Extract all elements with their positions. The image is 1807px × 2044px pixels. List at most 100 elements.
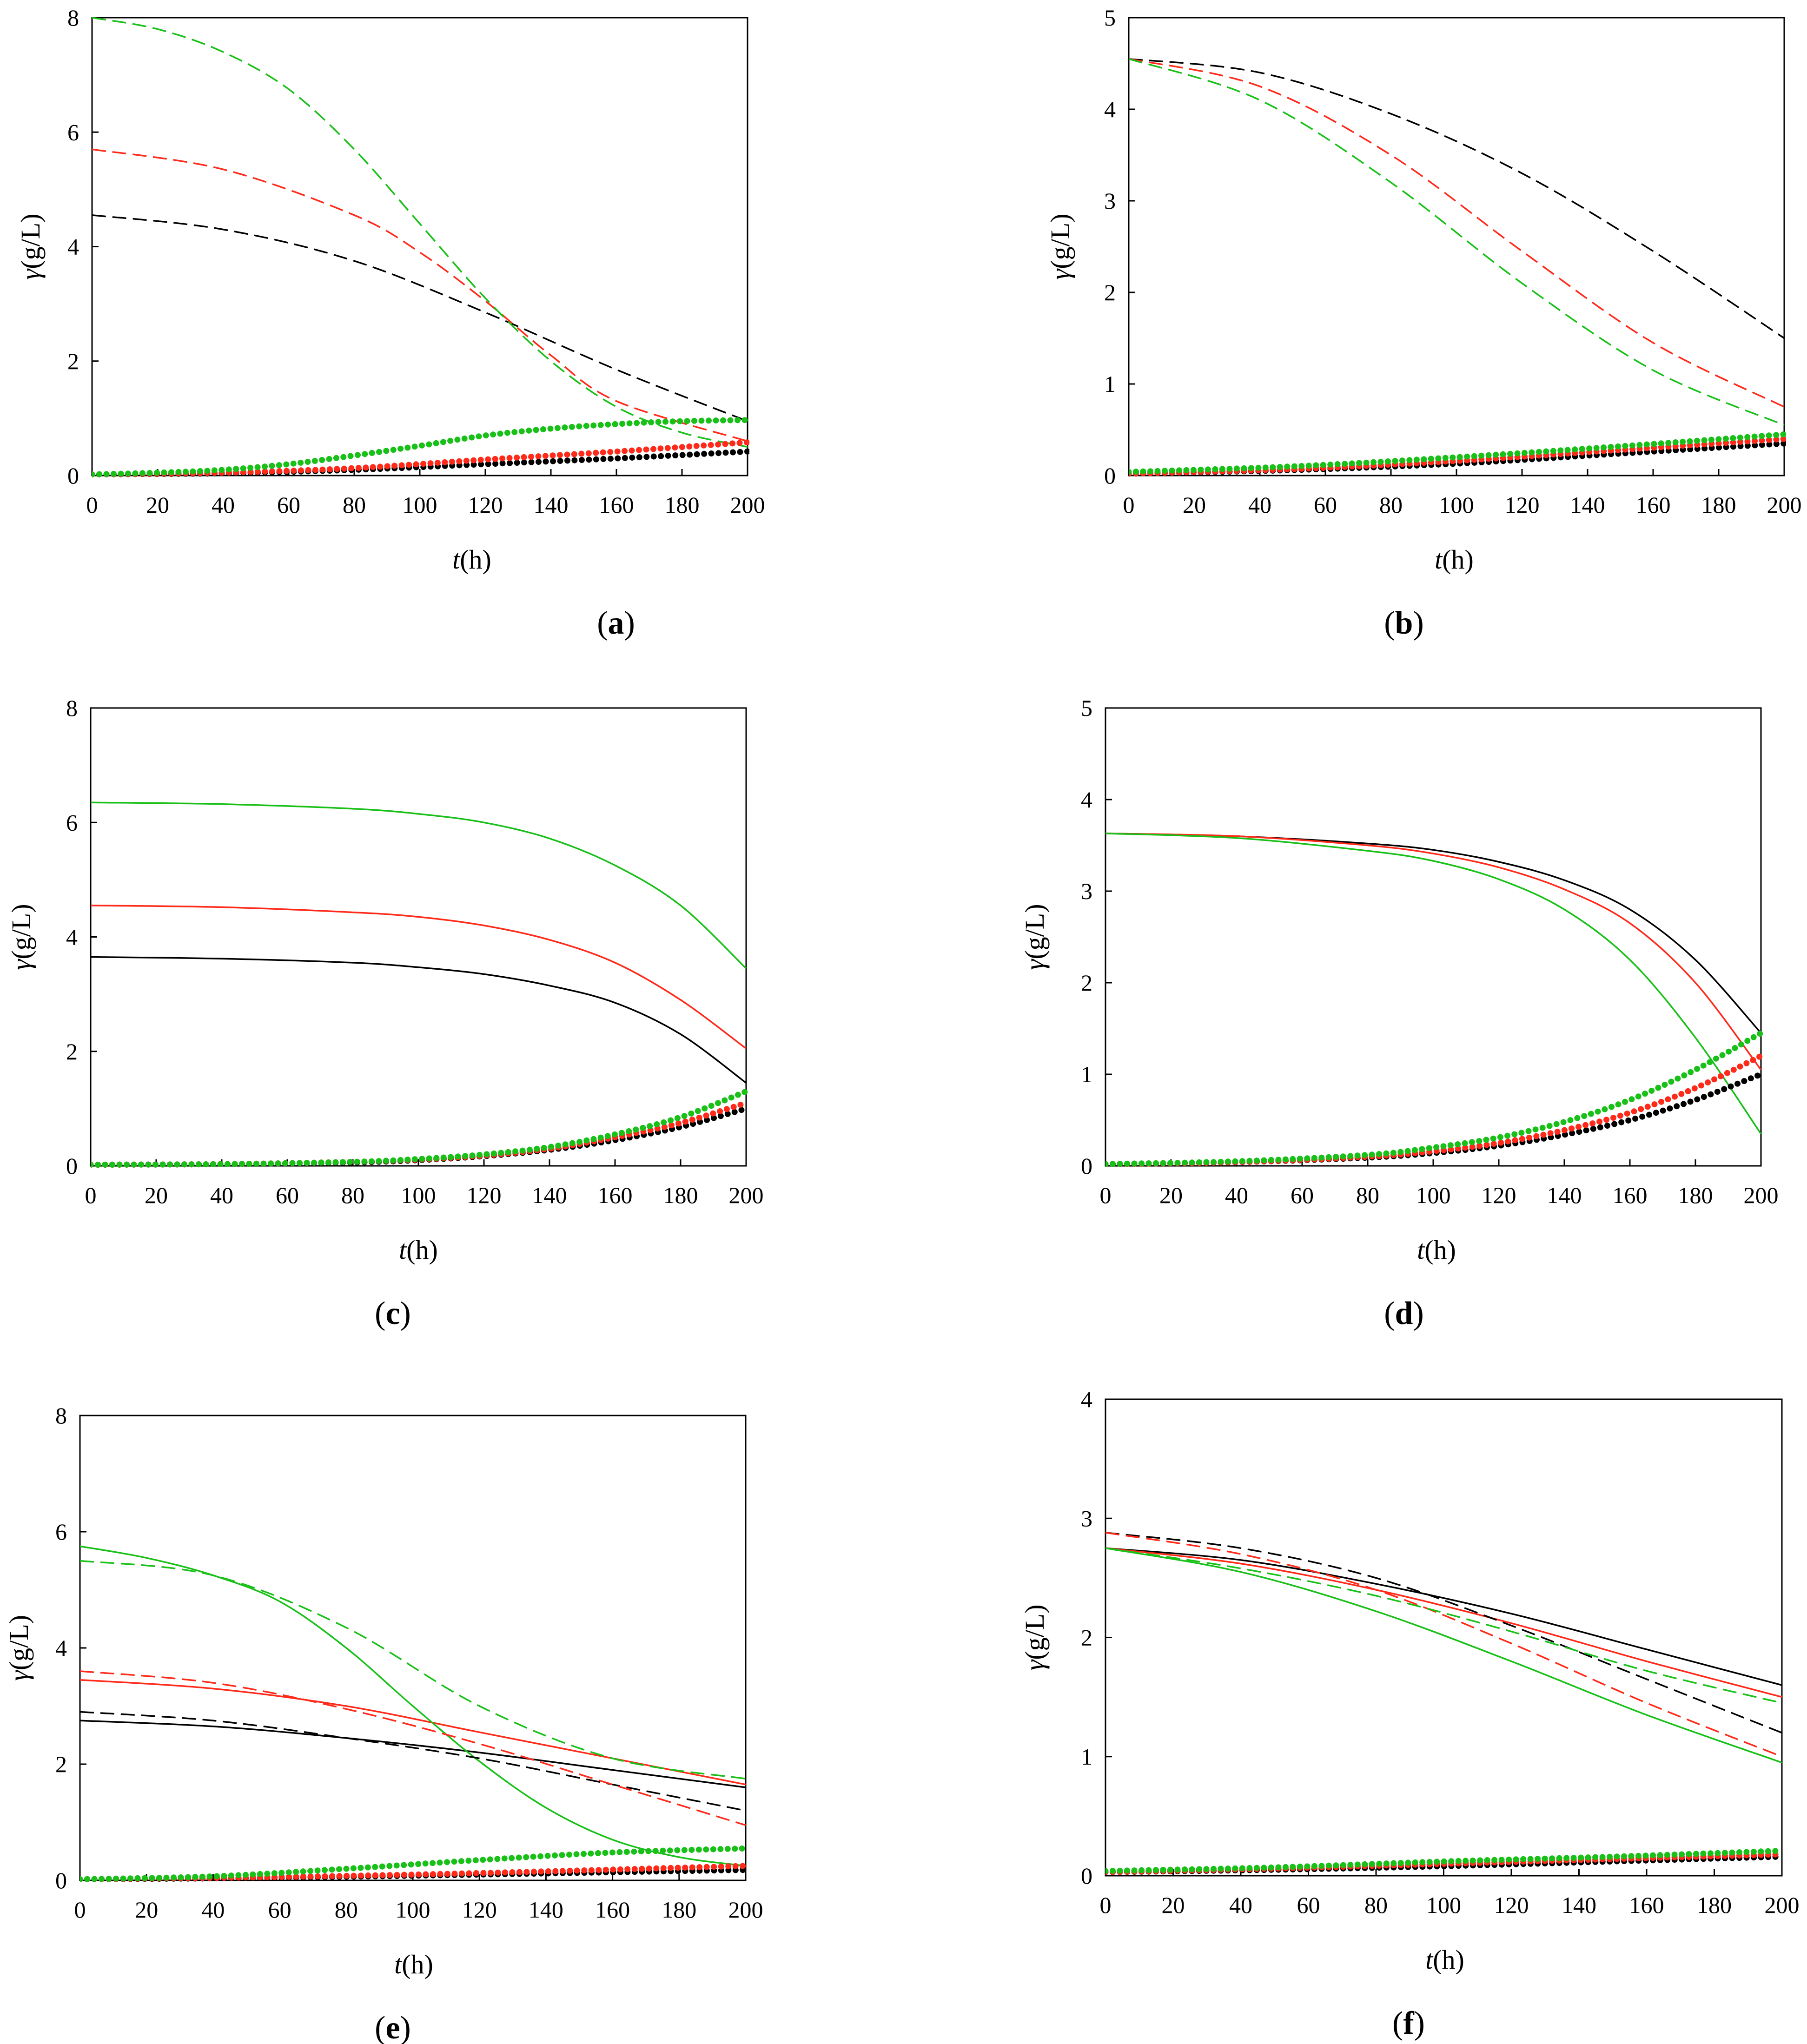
x-tick-label: 100 (401, 1182, 436, 1208)
data-point (1730, 443, 1736, 450)
data-point (239, 1161, 245, 1167)
data-point (669, 418, 676, 425)
data-point (1498, 1139, 1504, 1146)
data-point (125, 470, 131, 477)
data-point (1370, 459, 1377, 465)
x-tick-label: 60 (1314, 492, 1337, 518)
data-point (298, 467, 304, 474)
data-point (483, 432, 489, 439)
data-point (1268, 1864, 1274, 1871)
data-point (397, 445, 404, 452)
data-point (609, 1849, 616, 1856)
data-point (458, 1870, 465, 1877)
x-tick-label: 80 (1379, 492, 1403, 518)
data-point (1484, 1857, 1490, 1863)
x-tick-label: 40 (210, 1182, 233, 1208)
data-point (615, 455, 621, 462)
data-point (715, 1100, 721, 1106)
x-tick-label: 200 (730, 492, 765, 518)
data-point (534, 1145, 540, 1152)
data-point (1284, 463, 1291, 470)
data-point (710, 1110, 716, 1117)
data-point (1290, 1864, 1296, 1870)
data-point (583, 423, 589, 429)
data-point (1562, 1131, 1568, 1138)
data-point (715, 450, 722, 456)
data-point (499, 460, 506, 467)
data-point (717, 1113, 724, 1119)
y-tick-label: 2 (1081, 1625, 1092, 1651)
data-point (1713, 1055, 1719, 1062)
data-point (595, 1850, 601, 1856)
data-point (1320, 462, 1326, 468)
data-point (495, 1869, 501, 1876)
data-point (1582, 1122, 1589, 1128)
data-point (1362, 1152, 1368, 1158)
data-point (1512, 1137, 1518, 1144)
data-point (1572, 446, 1578, 453)
x-tick-label: 180 (665, 492, 700, 518)
y-axis-var: γ (1045, 268, 1075, 280)
y-axis-label: γ(g/L) (1019, 1604, 1050, 1670)
data-point (640, 1125, 646, 1131)
series-green-dotted (91, 1089, 748, 1168)
data-point (1737, 439, 1743, 445)
data-point (698, 417, 705, 424)
data-point (512, 1148, 519, 1155)
x-tick-label: 160 (1613, 1182, 1648, 1208)
y-tick-label: 6 (66, 809, 78, 835)
data-point (1711, 1076, 1718, 1083)
data-point (1553, 1121, 1560, 1127)
data-point (91, 1876, 98, 1882)
data-point (1642, 1091, 1648, 1097)
data-point (643, 446, 649, 453)
data-point (369, 450, 375, 456)
data-point (1624, 1111, 1630, 1117)
data-point (390, 447, 397, 453)
data-point (1635, 1852, 1642, 1859)
x-tick-label: 80 (1356, 1182, 1379, 1208)
data-point (1477, 1857, 1483, 1864)
data-point (322, 1867, 328, 1873)
data-point (693, 443, 700, 449)
data-point (1595, 1108, 1601, 1115)
data-point (1715, 436, 1722, 443)
x-tick-label: 140 (529, 1897, 563, 1923)
data-point (1198, 466, 1204, 473)
data-point (1105, 1868, 1109, 1874)
panel-letter: c (385, 1296, 400, 1331)
data-point (1176, 467, 1182, 474)
data-point (1622, 1098, 1628, 1105)
data-point (1464, 453, 1470, 460)
data-point (361, 1158, 368, 1165)
series-green-solid (91, 801, 747, 969)
data-point (1557, 447, 1564, 454)
x-axis-var: t (394, 1949, 403, 1979)
data-point (556, 452, 563, 458)
data-point (1514, 450, 1521, 456)
data-point (1182, 1159, 1188, 1166)
y-axis-var: γ (1019, 959, 1050, 970)
data-point (1674, 1103, 1680, 1110)
data-point (1419, 1859, 1426, 1865)
data-point (466, 1870, 472, 1877)
data-point (1169, 467, 1175, 474)
x-tick-label: 140 (1547, 1182, 1582, 1208)
data-point (741, 417, 748, 423)
data-point (1729, 1849, 1735, 1856)
data-point (1412, 1859, 1418, 1865)
x-axis-unit: (h) (1442, 544, 1474, 575)
data-point (1392, 458, 1398, 464)
data-point (1340, 1153, 1346, 1160)
data-point (430, 1871, 436, 1878)
data-point (648, 419, 654, 425)
y-tick-label: 3 (1081, 878, 1092, 904)
data-point (1196, 1159, 1202, 1165)
data-point (1643, 441, 1650, 448)
data-point (269, 468, 275, 475)
data-point (633, 1126, 639, 1133)
data-point (629, 447, 635, 454)
data-point (326, 466, 333, 472)
data-point (343, 1865, 350, 1872)
data-point (319, 466, 326, 473)
